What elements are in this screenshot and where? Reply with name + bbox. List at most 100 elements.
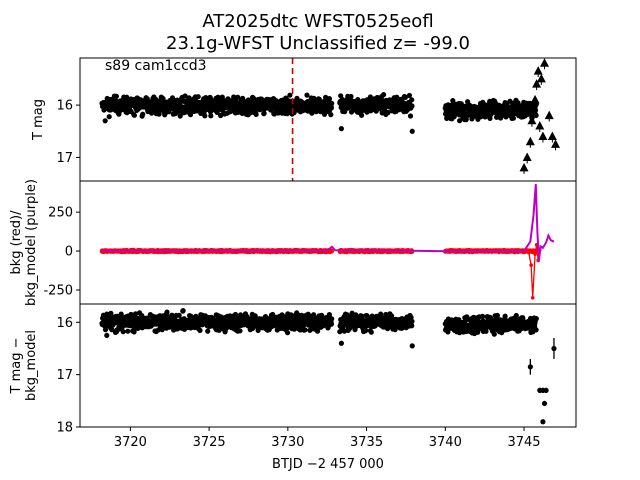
- data-point: [533, 112, 539, 118]
- y-tick-label: 18: [56, 421, 73, 436]
- panel-tmag-minus-bkg: 16 17 18 T mag −bkg_model 3720 3725 3730 3735 37…: [9, 303, 577, 450]
- outlier-point: [338, 126, 344, 132]
- y-axis-label: bkg (red)/bkg_model (purple): [9, 179, 39, 306]
- data-point: [287, 92, 293, 98]
- outlier-point: [104, 332, 110, 339]
- y-tick-label: 17: [56, 151, 73, 166]
- data-point: [409, 103, 415, 109]
- plot-area: [99, 308, 557, 425]
- y-tick-label: 16: [56, 99, 73, 114]
- data-point: [195, 94, 201, 100]
- data-point: [402, 94, 408, 100]
- errorbar-point: [527, 364, 533, 370]
- data-point: [235, 94, 241, 100]
- data-point: [197, 327, 203, 333]
- data-point: [215, 108, 221, 114]
- data-point: [315, 328, 321, 334]
- data-point: [359, 313, 365, 319]
- data-point: [180, 308, 186, 314]
- upper-limit-triangle: [544, 110, 554, 120]
- upper-limit-triangle: [533, 66, 543, 75]
- data-point: [177, 113, 183, 119]
- data-point: [156, 111, 162, 117]
- data-point: [182, 93, 188, 99]
- data-point: [319, 312, 325, 318]
- data-point: [285, 330, 291, 336]
- bkg-model-line: [102, 184, 555, 261]
- data-point: [321, 111, 328, 117]
- data-point: [216, 327, 222, 333]
- upper-limit-triangle: [532, 79, 542, 88]
- upper-limit-triangle: [538, 131, 548, 141]
- data-point: [131, 112, 137, 118]
- data-point: [348, 93, 354, 100]
- upper-limit-triangle: [527, 115, 537, 125]
- data-point: [302, 327, 308, 333]
- y-axis-label-line: T mag −: [9, 338, 24, 395]
- data-point: [409, 323, 415, 329]
- upper-limit-triangle: [528, 105, 538, 114]
- data-point: [208, 113, 214, 119]
- data-point: [533, 327, 539, 333]
- y-tick-label: 250: [48, 206, 73, 221]
- upper-limit-triangle: [551, 139, 561, 148]
- upper-limit-triangle: [530, 94, 540, 104]
- plot-area: [99, 184, 555, 300]
- data-point: [261, 110, 267, 116]
- panel-background: -250 0 250 bkg (red)/bkg_model (purple): [9, 179, 577, 306]
- errorbar-point: [543, 387, 549, 393]
- upper-limit-triangle: [535, 121, 545, 130]
- data-point: [368, 329, 374, 335]
- y-tick-label: 0: [65, 245, 73, 260]
- upper-limit-triangle: [536, 73, 546, 83]
- data-point: [329, 316, 335, 322]
- data-point: [326, 312, 332, 318]
- data-point: [406, 92, 412, 99]
- data-point: [275, 110, 281, 116]
- data-point: [359, 112, 365, 118]
- data-point: [483, 328, 489, 334]
- data-point: [363, 328, 369, 334]
- errorbar-point: [540, 419, 546, 425]
- data-point: [109, 327, 115, 333]
- data-point: [176, 312, 182, 318]
- data-point: [409, 318, 415, 324]
- data-point: [106, 114, 112, 120]
- panel-frame: [79, 303, 577, 428]
- data-point: [385, 110, 391, 116]
- x-tick-label: 3745: [507, 435, 540, 450]
- data-point: [218, 112, 224, 119]
- upper-limit-triangle: [540, 58, 550, 67]
- data-point: [381, 92, 387, 98]
- chart-title-line2: 23.1g-WFST Unclassified z= -99.0: [166, 33, 470, 54]
- data-point: [187, 112, 194, 118]
- y-tick-label: 16: [56, 316, 73, 331]
- data-point: [205, 328, 211, 334]
- y-axis-label-line: bkg_model: [24, 330, 39, 401]
- data-point: [125, 328, 131, 334]
- x-tick-label: 3725: [193, 435, 226, 450]
- upper-limit-triangle: [522, 152, 532, 161]
- data-point: [328, 321, 334, 327]
- data-point: [409, 97, 415, 103]
- data-point: [132, 311, 139, 317]
- data-point: [328, 105, 334, 111]
- data-point: [140, 111, 146, 117]
- data-point: [407, 113, 414, 119]
- x-axis-label: BTJD −2 457 000: [272, 457, 384, 472]
- upper-limit-triangle: [519, 162, 529, 172]
- y-axis-label: T mag −bkg_model: [9, 330, 39, 401]
- outlier-point: [338, 340, 344, 346]
- data-point: [124, 94, 130, 100]
- data-point: [160, 96, 166, 102]
- errorbar-point: [541, 400, 548, 407]
- data-point: [502, 313, 508, 319]
- data-point: [299, 312, 305, 318]
- data-point: [153, 96, 159, 102]
- x-tick-label: 3735: [350, 435, 383, 450]
- data-point: [118, 311, 124, 317]
- data-point: [131, 329, 137, 335]
- panel-tmag: 16 17 T mag: [31, 57, 577, 182]
- data-point: [113, 93, 119, 99]
